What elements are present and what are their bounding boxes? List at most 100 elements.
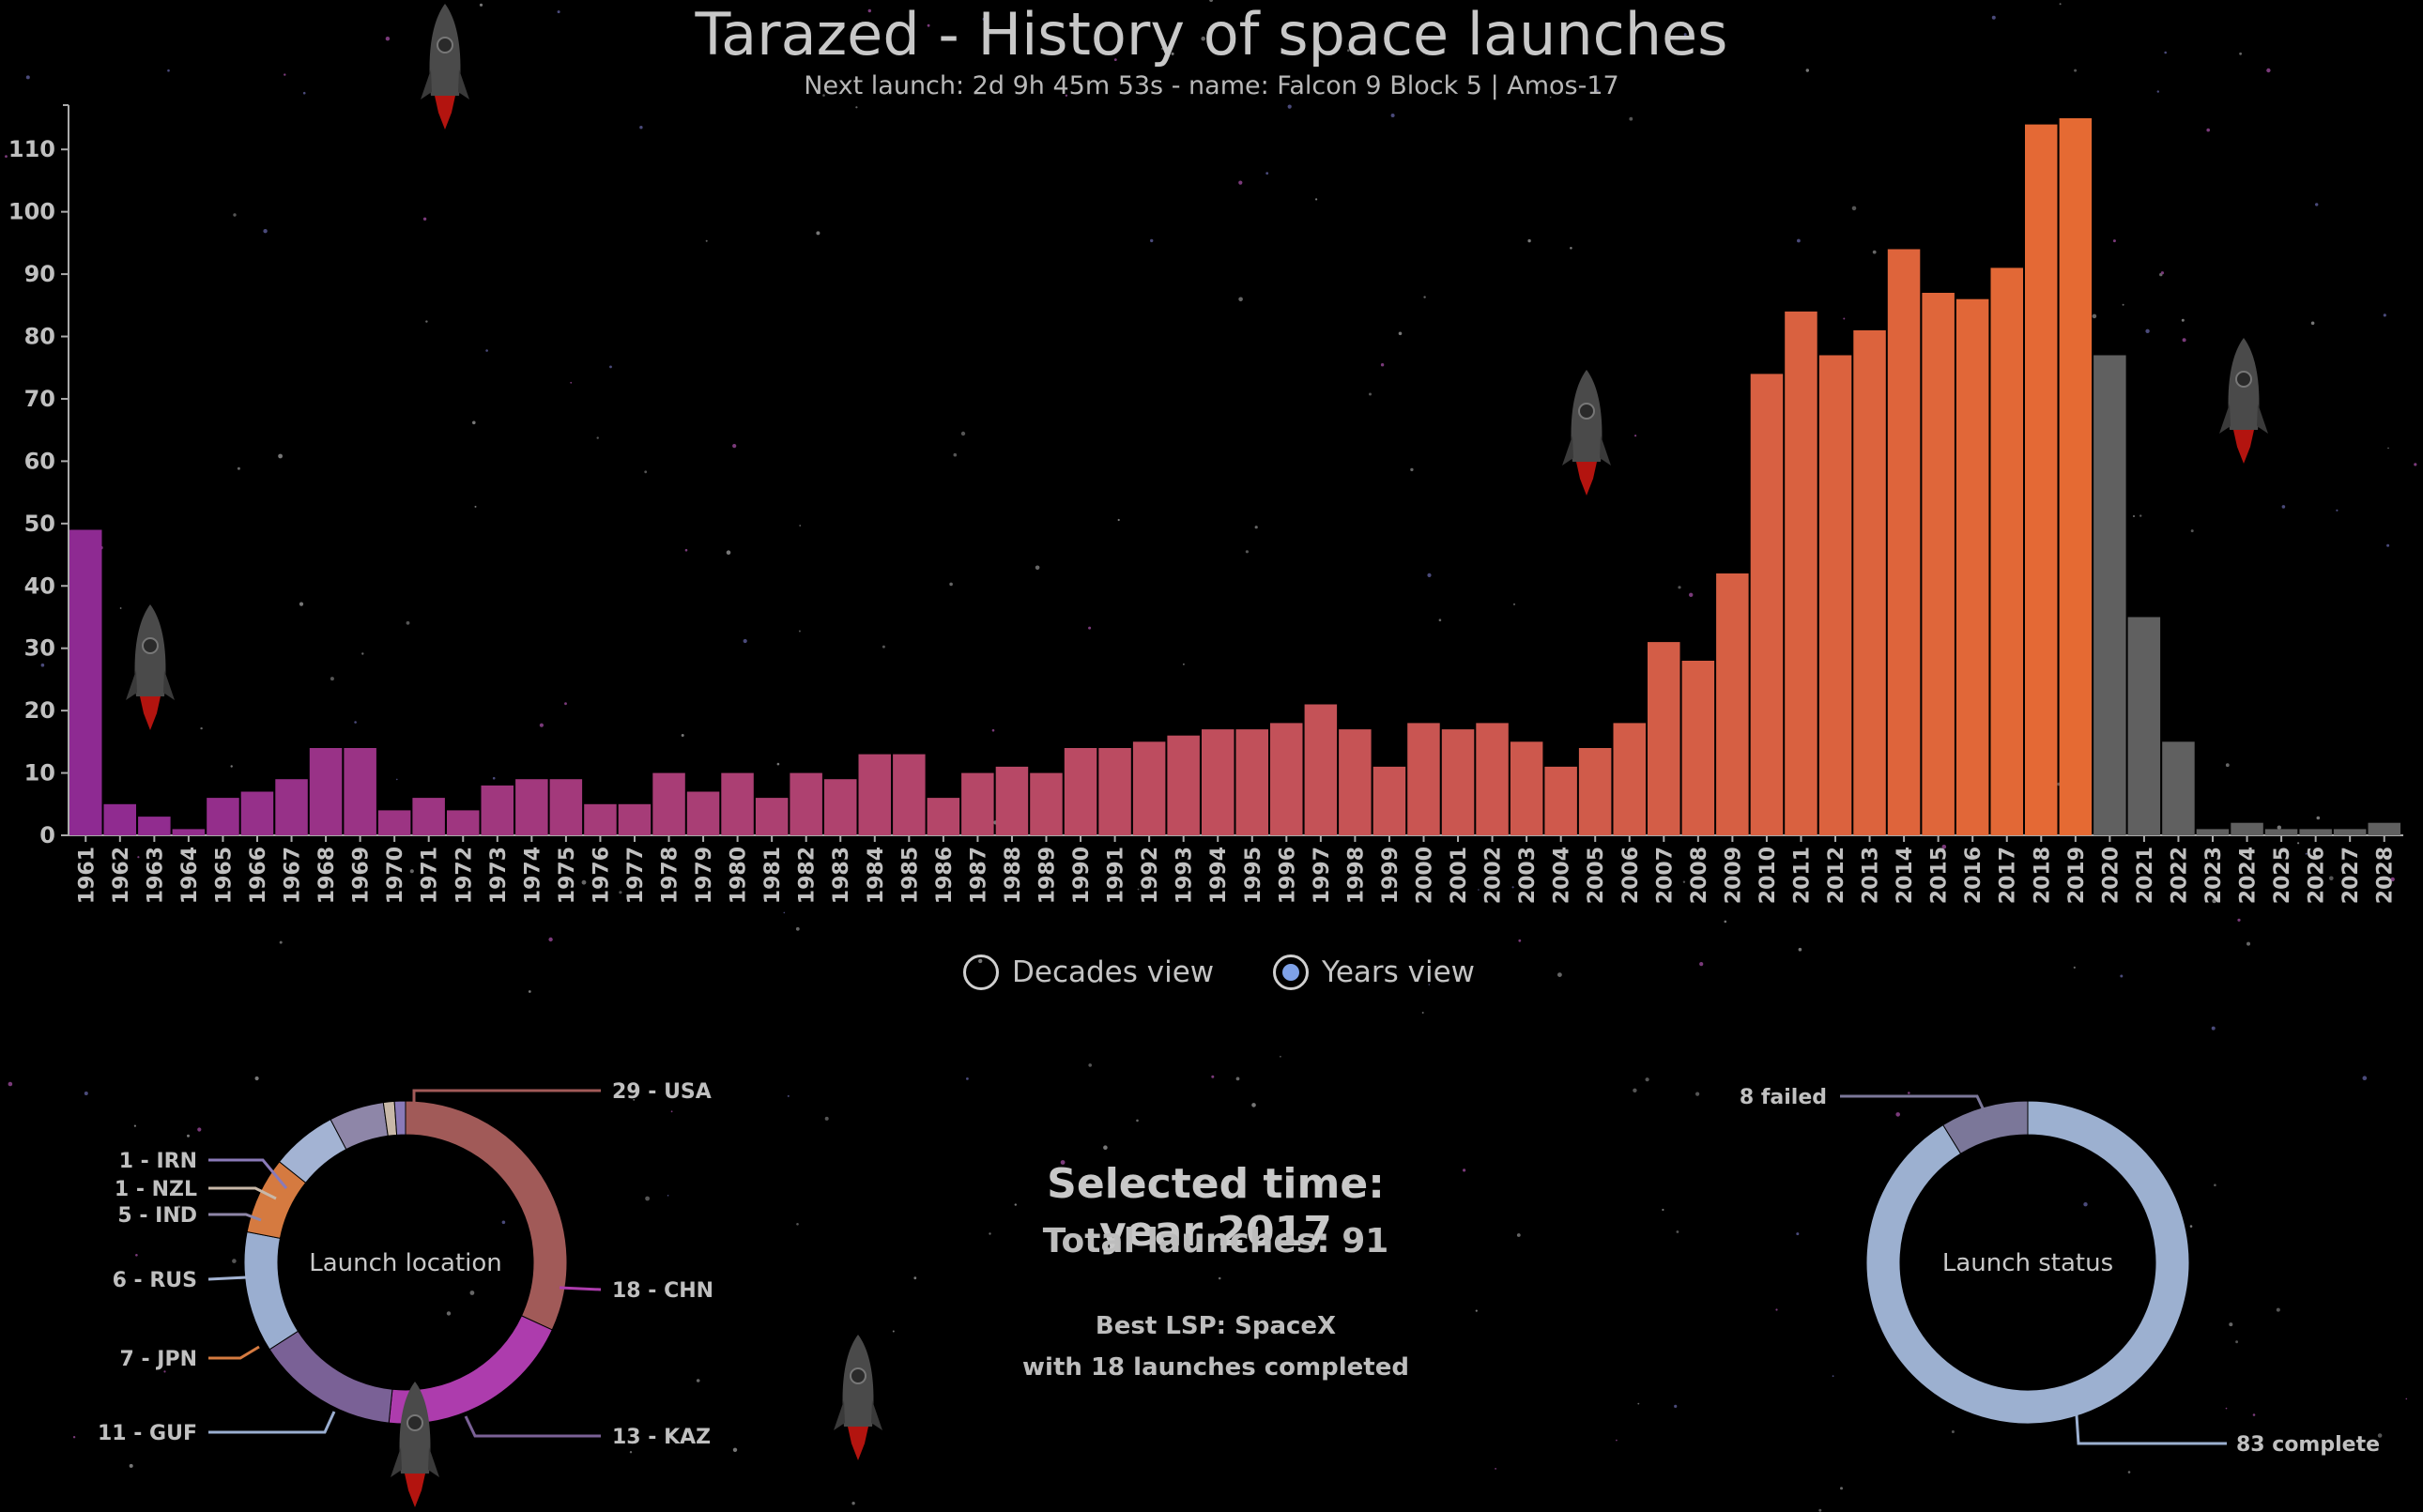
- bar-1965: [207, 798, 239, 835]
- star-icon: [197, 1127, 202, 1132]
- star-icon: [953, 452, 958, 457]
- star-icon: [1137, 888, 1140, 891]
- star-icon: [1775, 1308, 1778, 1311]
- bar-1981: [755, 798, 789, 835]
- star-icon: [596, 436, 599, 439]
- slice-label: 11 - GUF: [98, 1422, 197, 1445]
- x-tick-label: 1973: [487, 847, 511, 904]
- star-icon: [991, 728, 995, 732]
- star-icon: [1511, 886, 1514, 889]
- decades-radio[interactable]: [963, 955, 999, 990]
- bar-1973: [481, 785, 514, 835]
- years-view-toggle[interactable]: Years view: [1273, 950, 1475, 995]
- star-icon: [1088, 626, 1092, 630]
- x-tick-label: 2004: [1551, 847, 1574, 904]
- x-tick-label: 2018: [2031, 847, 2054, 904]
- star-icon: [2237, 918, 2241, 922]
- donut-slice-0: [1865, 1100, 2190, 1425]
- x-tick-label: 1968: [315, 847, 339, 904]
- years-radio[interactable]: [1273, 955, 1309, 990]
- x-tick-label: 2005: [1585, 847, 1608, 904]
- star-icon: [2189, 1225, 2193, 1228]
- y-tick-label: 60: [24, 448, 55, 474]
- star-icon: [609, 365, 612, 369]
- star-icon: [1695, 1092, 1700, 1096]
- star-icon: [645, 1196, 650, 1201]
- bar-2017: [1990, 267, 2023, 835]
- star-icon: [2297, 842, 2300, 845]
- star-icon: [1633, 1088, 1637, 1093]
- star-icon: [966, 1077, 969, 1080]
- y-tick-label: 110: [8, 136, 55, 162]
- bar-1971: [412, 798, 445, 835]
- slice-label: 8 failed: [1740, 1086, 1827, 1109]
- star-icon: [867, 8, 871, 13]
- star-icon: [1637, 1402, 1640, 1405]
- star-icon: [425, 320, 428, 323]
- x-tick-label: 1962: [110, 847, 133, 904]
- star-icon: [1218, 1276, 1221, 1280]
- star-icon: [1421, 1012, 1424, 1014]
- star-icon: [1570, 247, 1572, 250]
- best-lsp: Best LSP: SpaceX: [1095, 1312, 1337, 1340]
- bar-1986: [927, 798, 960, 835]
- x-tick-label: 2021: [2134, 847, 2157, 904]
- slice-label: 1 - IRN: [119, 1150, 197, 1173]
- star-icon: [2405, 1397, 2408, 1400]
- star-icon: [1390, 114, 1395, 117]
- bar-1985: [893, 754, 926, 835]
- x-tick-label: 1978: [659, 847, 682, 904]
- x-tick-label: 2026: [2306, 847, 2329, 904]
- star-icon: [705, 239, 708, 242]
- x-tick-label: 2007: [1653, 847, 1677, 904]
- star-icon: [284, 73, 286, 76]
- star-icon: [667, 1195, 669, 1197]
- y-tick-label: 90: [24, 261, 55, 287]
- x-tick-label: 1985: [898, 847, 922, 904]
- star-icon: [72, 1436, 76, 1439]
- star-icon: [1645, 1077, 1649, 1082]
- star-icon: [1991, 15, 1996, 20]
- bar-1984: [858, 754, 891, 835]
- star-icon: [40, 663, 45, 667]
- star-icon: [799, 525, 802, 527]
- star-icon: [479, 3, 483, 7]
- decades-view-toggle[interactable]: Decades view: [963, 950, 1214, 995]
- star-icon: [892, 1330, 895, 1333]
- bar-1961: [69, 529, 102, 835]
- star-icon: [1818, 1508, 1822, 1512]
- star-icon: [330, 677, 334, 681]
- bar-2020: [2093, 355, 2126, 835]
- star-icon: [430, 869, 433, 872]
- bar-2002: [1476, 723, 1509, 835]
- star-icon: [2353, 867, 2355, 870]
- star-icon: [2120, 974, 2124, 978]
- star-icon: [2386, 543, 2390, 547]
- bar-1995: [1235, 729, 1268, 835]
- rocket-icon: [834, 1334, 882, 1461]
- x-tick-label: 1986: [933, 847, 957, 904]
- star-icon: [2247, 941, 2250, 946]
- slice-label: 1 - NZL: [115, 1178, 197, 1201]
- star-icon: [1512, 603, 1516, 606]
- star-icon: [2181, 318, 2185, 322]
- x-tick-label: 1969: [350, 847, 374, 904]
- x-tick-label: 1979: [693, 847, 716, 904]
- star-icon: [1872, 250, 1877, 254]
- bar-2004: [1544, 766, 1577, 835]
- star-icon: [167, 69, 170, 72]
- star-icon: [2239, 52, 2243, 55]
- star-icon: [1347, 49, 1350, 52]
- star-icon: [2211, 1026, 2216, 1031]
- x-tick-label: 1974: [521, 847, 544, 904]
- star-icon: [469, 1291, 475, 1295]
- star-icon: [2277, 825, 2281, 830]
- star-icon: [1315, 198, 1318, 201]
- star-icon: [84, 1092, 88, 1095]
- star-icon: [1201, 36, 1205, 41]
- star-icon: [396, 778, 398, 781]
- star-icon: [2235, 1340, 2239, 1344]
- y-tick-label: 30: [24, 635, 55, 662]
- x-tick-label: 2014: [1894, 847, 1917, 904]
